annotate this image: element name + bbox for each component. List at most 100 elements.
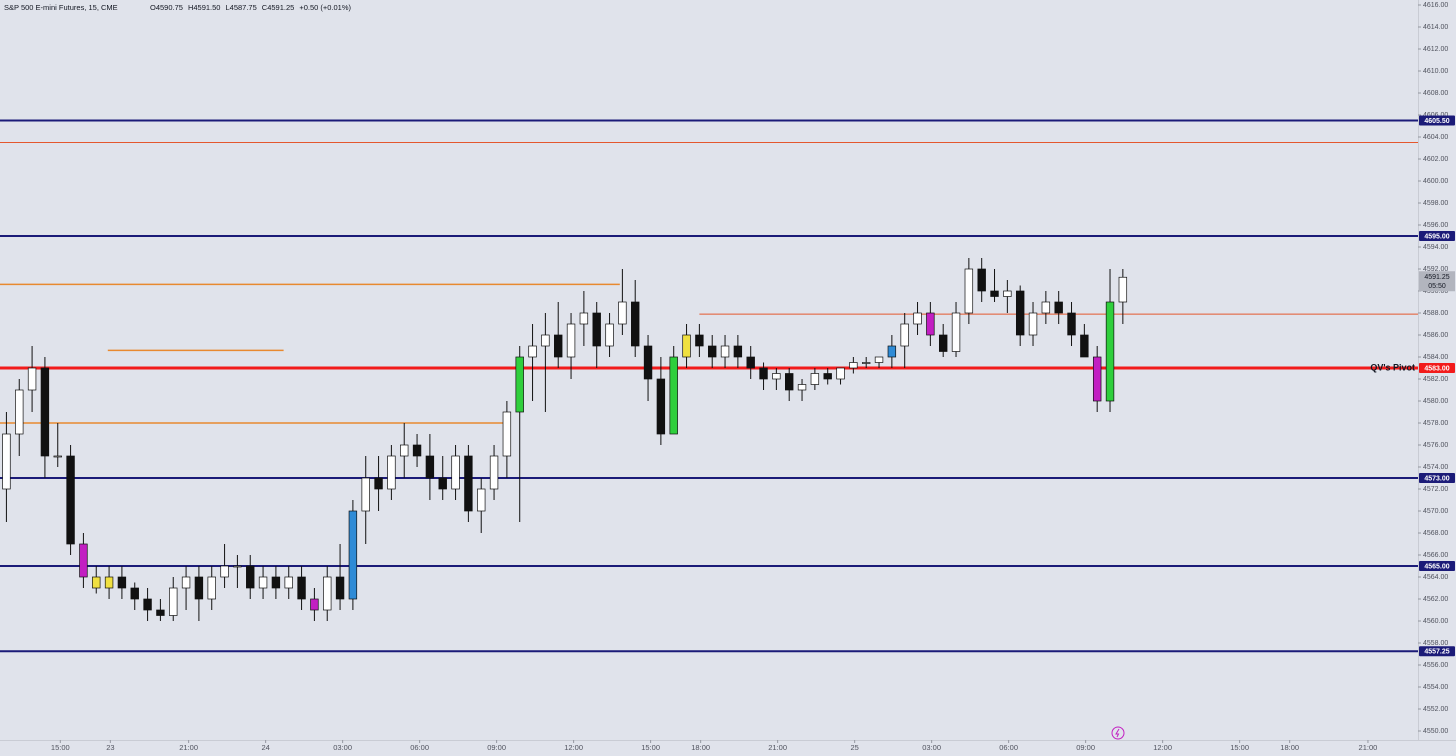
alert-icon[interactable] — [1111, 726, 1125, 740]
candle-body — [1118, 276, 1128, 303]
y-tick-label: 4612.00 — [1423, 46, 1448, 53]
y-tick-label: 4554.00 — [1423, 684, 1448, 691]
candle-body — [643, 345, 653, 380]
candle-body — [1028, 312, 1038, 336]
y-tick-label: 4588.00 — [1423, 310, 1448, 317]
y-tick-label: 4550.00 — [1423, 728, 1448, 735]
candle-body — [400, 444, 409, 457]
y-tick-label: 4606.00 — [1423, 112, 1448, 119]
candle-body — [271, 576, 281, 589]
symbol-title: S&P 500 E-mini Futures, 15, CME — [4, 3, 118, 12]
level-price-box — [1419, 561, 1455, 571]
level-price-box — [1419, 473, 1455, 483]
candle-body — [900, 323, 909, 347]
y-tick-label: 4592.00 — [1423, 266, 1448, 273]
candle-body — [15, 389, 24, 435]
x-tick-label: 12:00 — [1153, 743, 1172, 752]
candle-body — [1092, 356, 1102, 402]
candle-body — [836, 367, 845, 380]
level-price-box — [1419, 363, 1455, 373]
candle-layer — [2, 258, 1128, 621]
x-tick-label: 18:00 — [1280, 743, 1299, 752]
y-tick-label: 4586.00 — [1423, 332, 1448, 339]
x-tick-label: 06:00 — [999, 743, 1018, 752]
candle-body — [284, 576, 293, 589]
y-tick-label: 4566.00 — [1423, 552, 1448, 559]
candle-body — [66, 455, 75, 545]
candle-body — [515, 356, 524, 413]
candle-body — [361, 477, 370, 512]
candle-body — [951, 312, 961, 352]
candle-body — [772, 373, 781, 380]
candle-body — [1041, 301, 1051, 314]
y-tick-label: 4568.00 — [1423, 530, 1448, 537]
candle-body — [79, 543, 88, 578]
candle-body — [40, 367, 50, 457]
candle-body — [104, 576, 114, 589]
level-price-label: 4565.00 — [1424, 563, 1449, 570]
candle-body — [143, 598, 152, 611]
y-tick-label: 4580.00 — [1423, 398, 1448, 405]
ohlc-value: O4590.75 — [150, 3, 183, 12]
x-tick-label: 24 — [261, 743, 269, 752]
x-tick-label: 09:00 — [1076, 743, 1095, 752]
ohlc-header: O4590.75 H4591.50 L4587.75 C4591.25 +0.50 (+… — [150, 3, 352, 12]
candle-body — [156, 609, 165, 616]
candle-body — [464, 455, 473, 512]
y-tick-label: 4564.00 — [1423, 574, 1448, 581]
level-layer: QV's Pivot — [0, 119, 1418, 653]
level-price-box — [1419, 231, 1455, 241]
candle-body — [977, 268, 986, 292]
ohlc-value: +0.50 (+0.01%) — [299, 3, 351, 12]
candle-body — [220, 565, 229, 578]
y-tick-label: 4608.00 — [1423, 90, 1448, 97]
candle-body — [1067, 312, 1076, 336]
candle-body — [246, 565, 255, 589]
candle-body — [541, 334, 550, 347]
candle-body — [297, 576, 306, 600]
candle-body — [810, 373, 820, 385]
candle-body — [374, 477, 383, 490]
candle-body — [528, 345, 537, 358]
candle-body — [348, 510, 358, 600]
y-tick-label: 4552.00 — [1423, 706, 1448, 713]
x-tick-label: 21:00 — [179, 743, 198, 752]
x-tick-label: 15:00 — [641, 743, 660, 752]
candle-body — [1003, 290, 1012, 297]
candle-body — [258, 576, 268, 589]
candle-body — [618, 301, 627, 325]
ohlc-value: L4587.75 — [225, 3, 256, 12]
y-tick-label: 4596.00 — [1423, 222, 1448, 229]
level-price-label: 4583.00 — [1424, 365, 1449, 372]
candle-body — [1054, 301, 1063, 314]
candle-body — [990, 290, 999, 297]
candle-body — [797, 384, 807, 391]
candle-body — [169, 587, 178, 616]
y-tick-label: 4570.00 — [1423, 508, 1448, 515]
y-tick-label: 4598.00 — [1423, 200, 1448, 207]
candle-body — [387, 455, 396, 490]
candle-body — [412, 444, 422, 457]
candle-body — [708, 345, 717, 358]
level-price-label: 4557.25 — [1424, 649, 1449, 656]
y-tick-label: 4558.00 — [1423, 640, 1448, 647]
ohlc-value: H4591.50 — [188, 3, 221, 12]
level-price-label: 4573.00 — [1424, 475, 1449, 482]
y-tick-label: 4616.00 — [1423, 2, 1448, 9]
candle-body — [323, 576, 332, 611]
level-price-label: 4595.00 — [1424, 233, 1449, 240]
candle-body — [181, 576, 191, 589]
x-tick-label: 15:00 — [51, 743, 70, 752]
candle-body — [310, 598, 319, 611]
y-tick-label: 4600.00 — [1423, 178, 1448, 185]
x-tick-label: 15:00 — [1230, 743, 1249, 752]
candle-body — [554, 334, 563, 358]
candle-body — [656, 378, 666, 435]
candle-body — [477, 488, 486, 512]
level-price-box — [1419, 115, 1455, 126]
candle-body — [1105, 301, 1115, 402]
candle-body — [335, 576, 345, 600]
y-tick-label: 4604.00 — [1423, 134, 1448, 141]
